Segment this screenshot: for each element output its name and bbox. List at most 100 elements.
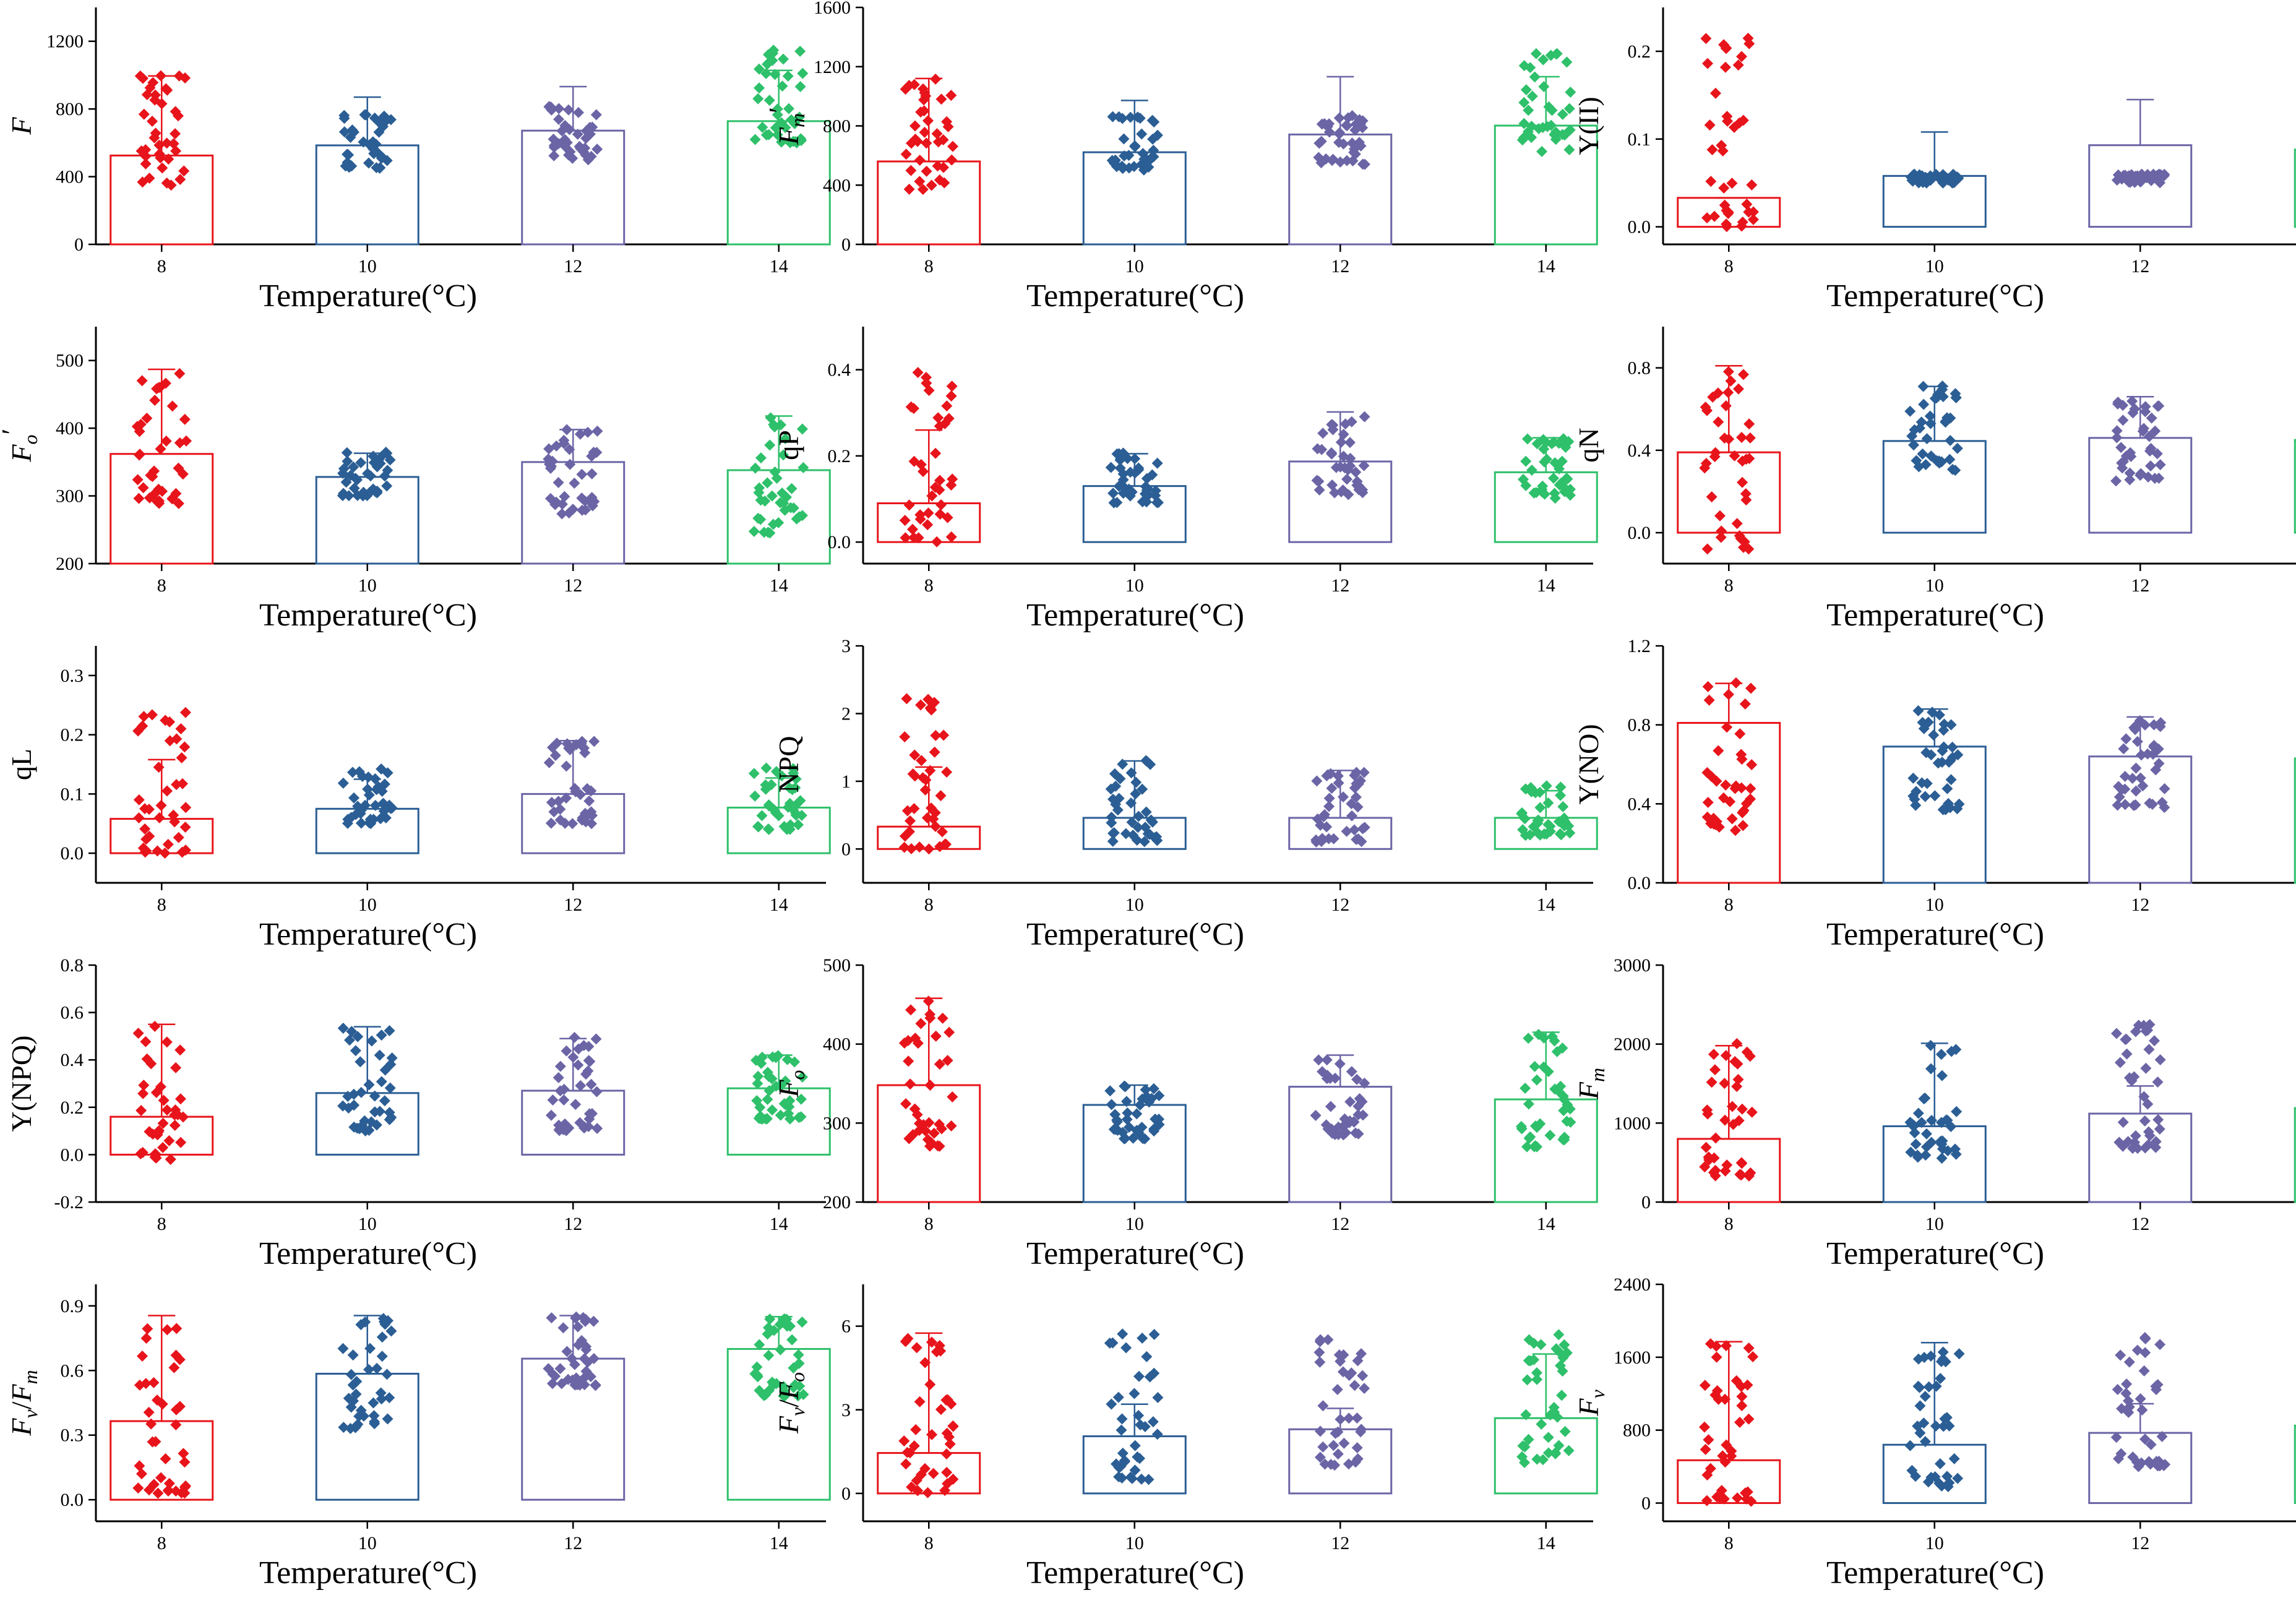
data-point	[1721, 721, 1733, 733]
data-point	[749, 790, 761, 802]
data-point	[547, 1094, 559, 1106]
data-point	[570, 1099, 582, 1110]
data-point	[1357, 823, 1369, 835]
data-point	[2130, 799, 2141, 811]
data-point	[772, 129, 783, 140]
data-point	[547, 1368, 559, 1380]
data-point	[2149, 425, 2161, 437]
y-axis-title-main: F	[1573, 1398, 1604, 1417]
data-point	[752, 1078, 763, 1089]
bar-12	[1288, 1086, 1393, 1203]
data-point	[168, 1362, 180, 1373]
data-point	[1706, 491, 1718, 503]
data-point	[1705, 1338, 1716, 1350]
data-point	[2151, 170, 2163, 181]
data-point	[352, 801, 364, 812]
data-point	[1925, 450, 1937, 462]
x-tick-label-14: 14	[770, 1214, 788, 1234]
x-axis-title: Temperature(°C)	[1826, 278, 2044, 314]
data-point	[558, 1094, 570, 1106]
data-point	[906, 1481, 918, 1493]
y-tick-label: 0.4	[61, 1050, 84, 1070]
data-point	[170, 145, 182, 157]
data-point	[1119, 1080, 1130, 1092]
data-point	[137, 482, 149, 494]
data-point	[163, 1477, 175, 1489]
data-point	[1148, 1329, 1160, 1341]
data-point	[384, 1025, 395, 1037]
y-tick-label: 500	[823, 955, 851, 976]
data-point	[1910, 799, 1922, 811]
data-point	[2139, 1332, 2151, 1344]
data-point	[582, 1065, 594, 1077]
data-point	[346, 767, 358, 778]
data-point	[1726, 813, 1738, 825]
data-point	[2143, 1044, 2155, 1055]
data-point	[1715, 531, 1727, 543]
y-tick-label: 0.1	[1628, 129, 1651, 150]
bar-8	[110, 453, 214, 565]
data-point	[1133, 1410, 1145, 1422]
data-point	[1114, 462, 1126, 474]
data-point	[1741, 199, 1753, 210]
data-point	[1549, 1447, 1561, 1459]
data-point	[1125, 111, 1137, 123]
data-point	[548, 150, 560, 161]
data-point	[566, 1352, 578, 1364]
data-point	[912, 367, 924, 379]
data-point	[793, 1349, 804, 1360]
x-axis-title: Temperature(°C)	[259, 917, 477, 952]
data-point	[900, 532, 911, 544]
x-tick-label-8: 8	[924, 895, 934, 915]
data-point	[1556, 1390, 1568, 1401]
data-point	[796, 423, 808, 435]
data-point	[2125, 447, 2136, 458]
y-tick-label: 200	[56, 554, 84, 574]
data-point	[1120, 828, 1132, 840]
data-point	[1151, 129, 1163, 141]
data-point	[153, 497, 165, 509]
data-point	[1745, 1167, 1756, 1179]
data-point	[1557, 1352, 1569, 1364]
data-point	[1534, 1118, 1546, 1130]
y-tick-label: 0.2	[61, 1098, 84, 1118]
data-point	[153, 148, 165, 160]
data-point	[1701, 543, 1713, 555]
bar-12	[1288, 1428, 1393, 1495]
data-point	[909, 749, 921, 761]
data-point	[941, 766, 953, 778]
data-point	[178, 1448, 189, 1459]
y-tick-label: 6	[841, 1317, 851, 1337]
data-point	[137, 72, 149, 84]
data-point	[903, 80, 915, 92]
data-point	[755, 494, 767, 506]
x-tick-label-12: 12	[564, 895, 582, 915]
data-point	[343, 161, 355, 173]
data-point	[1323, 126, 1335, 138]
data-point	[781, 1320, 793, 1332]
data-point	[783, 1107, 794, 1119]
data-point	[384, 1082, 396, 1094]
data-point	[377, 798, 389, 810]
data-point	[1517, 1440, 1529, 1452]
data-point	[755, 452, 767, 464]
data-point	[945, 531, 957, 543]
data-point	[1745, 783, 1756, 794]
data-point	[934, 174, 945, 186]
data-point	[752, 821, 764, 833]
data-point	[778, 449, 789, 461]
data-point	[352, 1031, 364, 1042]
data-point	[934, 484, 945, 496]
data-point	[1564, 827, 1576, 839]
data-point	[1719, 199, 1731, 211]
data-point	[1930, 1420, 1941, 1432]
data-point	[1356, 1424, 1367, 1435]
data-point	[1519, 813, 1531, 825]
data-point	[1711, 775, 1722, 787]
data-point	[936, 826, 948, 838]
data-point	[150, 127, 161, 139]
data-point	[136, 375, 148, 387]
data-point	[1327, 419, 1339, 431]
data-point	[1702, 797, 1714, 809]
data-point	[903, 1055, 914, 1067]
